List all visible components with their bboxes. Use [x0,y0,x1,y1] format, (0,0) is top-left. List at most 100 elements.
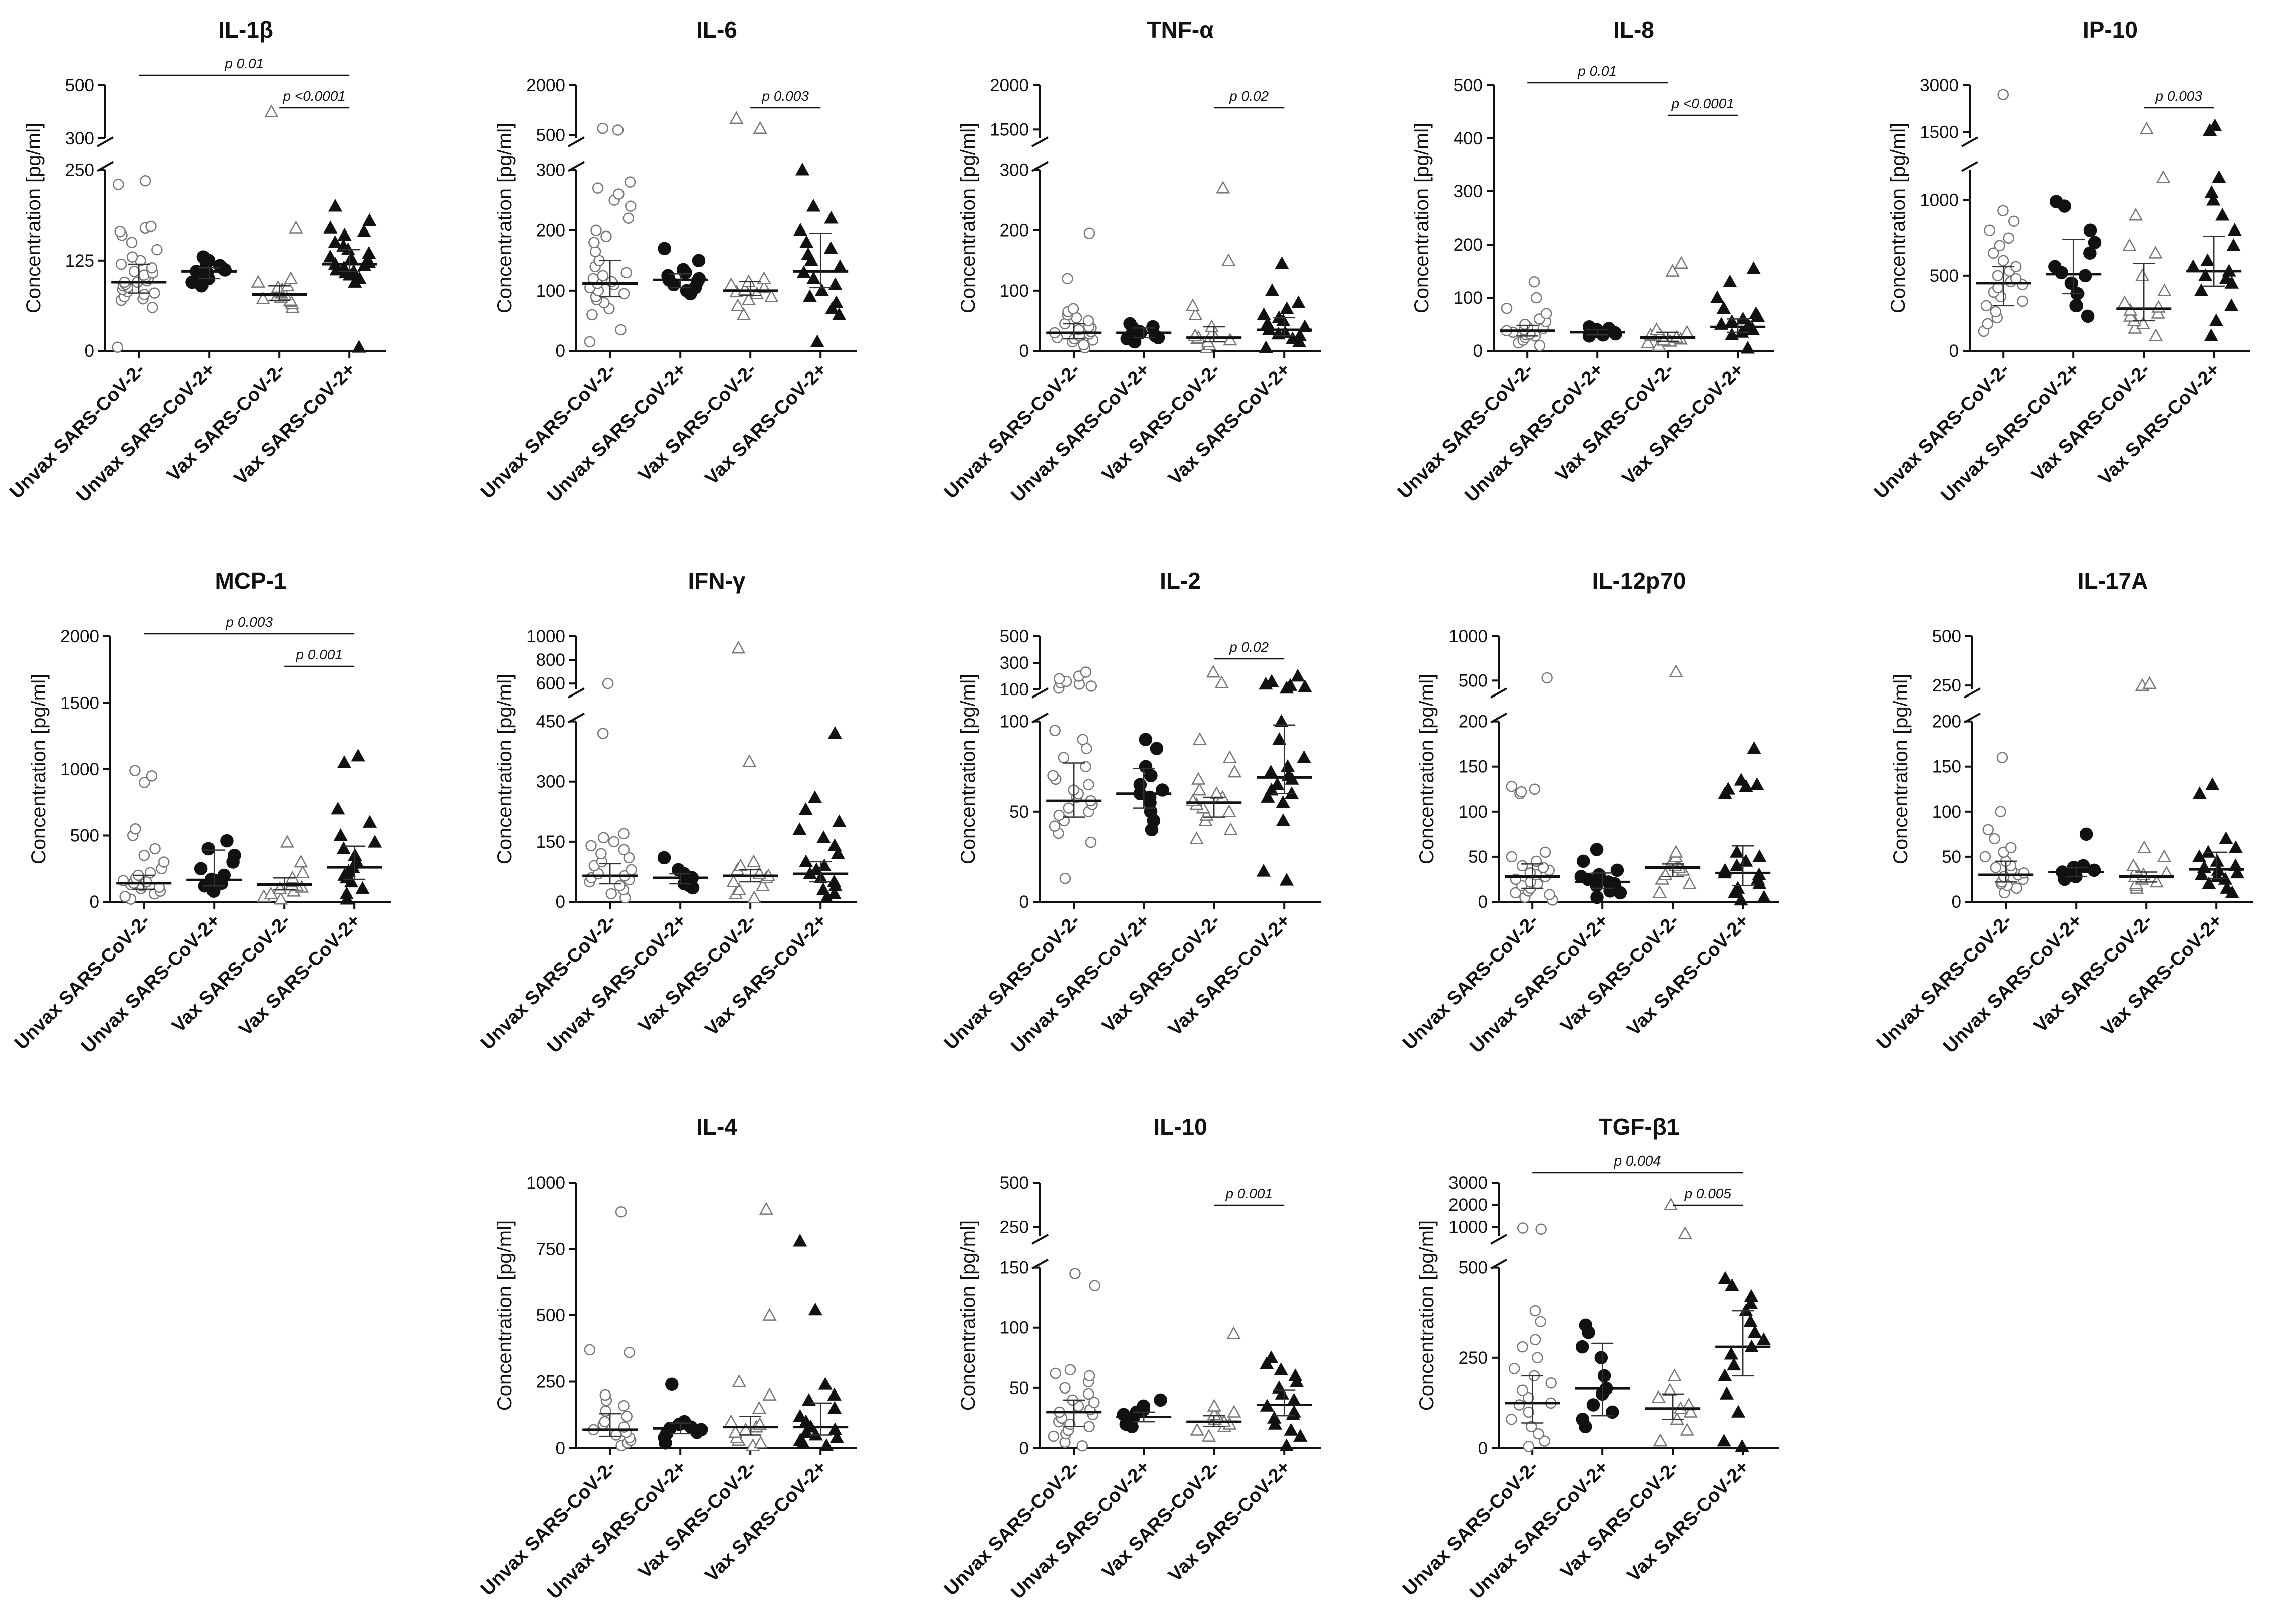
data-point [589,246,601,258]
x-category-label: Vax SARS-CoV-2- [163,359,289,486]
data-point [752,1401,766,1414]
p-value-label: p <0.0001 [1671,96,1734,111]
data-point [1982,824,1994,836]
panel-tgfb1: TGF-β1 Concentration [pg/ml] 0 250 500 100020… [1399,1114,1779,1603]
data-point [194,862,208,875]
data-point [1291,295,1306,308]
axis-break-mark [568,136,585,147]
x-category-label: Vax SARS-CoV-2+ [1165,359,1295,489]
data-point [2017,295,2028,307]
data-point [129,266,140,277]
y-tick-label: 100 [1000,712,1029,732]
data-point [1545,1377,1557,1389]
data-point [1272,732,1287,745]
data-point [1279,873,1294,886]
y-tick-label: 200 [1454,235,1483,255]
panel-title: IL-10 [1153,1114,1207,1140]
data-point [1264,674,1279,687]
data-point [1085,680,1097,692]
data-point [806,199,821,212]
data-point [1747,741,1761,754]
panel-il4: IL-4 Concentration [pg/ml] 0 250 500 750 1000 U… [477,1114,857,1603]
data-point [1529,1305,1541,1317]
data-point [126,237,138,249]
y-axis-label: Concentration [pg/ml] [494,674,516,864]
data-point [2142,676,2157,689]
data-point [1265,283,1280,296]
data-point [1651,1390,1666,1403]
data-point [1067,303,1079,315]
data-point [271,280,285,293]
data-point [1083,1370,1095,1382]
data-point [2204,328,2218,341]
x-category-label: Vax SARS-CoV-2- [1098,1457,1224,1583]
data-point [2128,208,2143,221]
data-point [2088,236,2102,250]
data-point [819,1438,834,1451]
y-tick-label: 200 [1932,712,1961,732]
data-point [1529,783,1541,795]
data-point [1047,770,1059,781]
data-point [828,277,843,290]
x-category-label: Vax SARS-CoV-2- [634,359,760,486]
data-point [328,199,343,212]
data-point [1678,1226,1692,1239]
data-point [138,850,150,861]
data-point [618,1400,630,1412]
data-point [1537,862,1549,873]
data-point [2149,328,2163,341]
data-point [1723,274,1737,288]
data-point [1517,1222,1529,1234]
panel-title: IP-10 [2083,17,2138,43]
data-point [2220,881,2234,894]
y-tick-label: 600 [536,674,565,693]
data-point [1594,1351,1608,1365]
data-point [1080,666,1092,678]
x-category-label: Vax SARS-CoV-2+ [701,910,831,1040]
data-point [1990,862,2002,873]
data-point [1515,786,1527,798]
data-point [1590,890,1604,904]
y-tick-label: 0 [1478,892,1488,912]
axis-break-mark [568,687,585,699]
data-point [793,223,808,236]
y-axis-label: Concentration [pg/ml] [1416,674,1438,864]
x-category-label: Unvax SARS-CoV-2- [6,359,149,503]
y-tick-label: 250 [536,1372,565,1392]
data-point [129,765,141,776]
data-point [747,890,761,903]
data-point [1083,779,1094,790]
data-point [621,1411,633,1422]
data-point [600,1405,611,1417]
axis-break-mark [1490,1234,1507,1245]
data-point [1264,764,1278,778]
data-point [1083,1388,1094,1400]
data-point [357,224,371,237]
data-point [1276,813,1291,826]
data-point [2227,223,2242,236]
data-point [1270,777,1285,790]
x-category-label: Unvax SARS-CoV-2+ [1466,910,1612,1057]
data-point [1516,860,1528,872]
data-point [1710,290,1725,303]
data-point [2198,268,2213,281]
data-point [792,822,807,835]
data-point [2204,185,2219,198]
data-point [1280,301,1294,314]
data-point [114,225,126,238]
y-tick-label: 0 [1949,341,1959,361]
data-point [1288,1368,1303,1381]
data-point [2206,193,2221,206]
data-point [119,891,131,902]
data-point [1718,1271,1733,1284]
data-point [1529,1334,1541,1346]
y-tick-label: 500 [70,826,99,846]
data-point [1653,1434,1668,1447]
data-point [139,175,151,187]
data-point [2200,253,2215,266]
axis-break-mark [1031,687,1049,699]
data-point [196,250,211,264]
panel-il1b: IL-1β Concentration [pg/ml] 0 125 250 300 500 U… [6,17,386,506]
x-category-label: Vax SARS-CoV-2+ [1623,1457,1753,1586]
y-tick-label: 1000 [526,1173,565,1193]
